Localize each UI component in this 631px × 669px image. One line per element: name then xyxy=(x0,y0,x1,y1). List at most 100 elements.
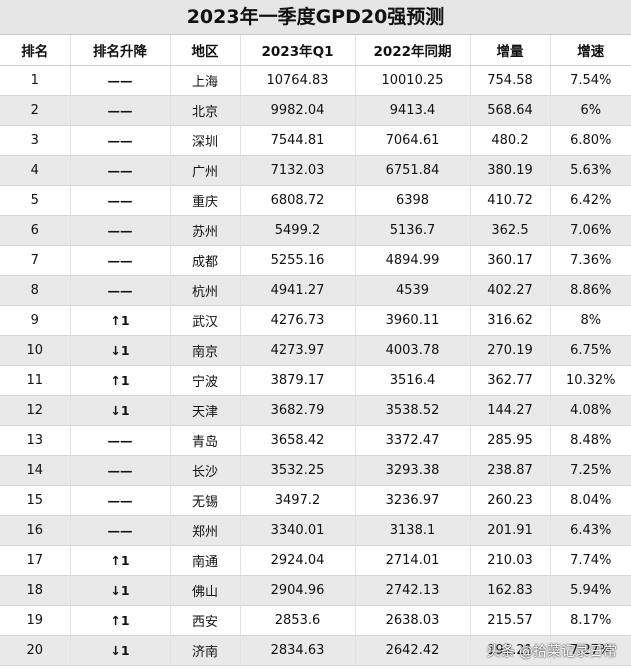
rank-change-cell: —— xyxy=(70,275,171,306)
growth-rate-cell: 6.75% xyxy=(550,335,631,366)
header-rank-change: 排名升降 xyxy=(70,35,171,66)
rank-change-cell: —— xyxy=(70,515,171,546)
q1-2022-cell: 3236.97 xyxy=(355,485,471,516)
q1-2023-cell: 5255.16 xyxy=(240,245,356,276)
region-cell: 无锡 xyxy=(170,485,241,516)
increment-cell: 210.03 xyxy=(470,545,551,576)
increment-cell: 362.77 xyxy=(470,365,551,396)
rank-cell: 17 xyxy=(0,545,71,576)
rank-cell: 16 xyxy=(0,515,71,546)
table-row: 12 ↓1 天津 3682.79 3538.52 144.27 4.08% xyxy=(0,395,631,426)
q1-2023-cell: 7132.03 xyxy=(240,155,356,186)
q1-2023-cell: 10764.83 xyxy=(240,65,356,96)
q1-2023-cell: 3879.17 xyxy=(240,365,356,396)
increment-cell: 362.5 xyxy=(470,215,551,246)
region-cell: 北京 xyxy=(170,95,241,126)
rank-cell: 4 xyxy=(0,155,71,186)
table-row: 15 —— 无锡 3497.2 3236.97 260.23 8.04% xyxy=(0,485,631,516)
increment-cell: 380.19 xyxy=(470,155,551,186)
header-increment: 增量 xyxy=(470,35,551,66)
table-row: 14 —— 长沙 3532.25 3293.38 238.87 7.25% xyxy=(0,455,631,486)
q1-2022-cell: 3372.47 xyxy=(355,425,471,456)
growth-rate-cell: 8.86% xyxy=(550,275,631,306)
q1-2022-cell: 9413.4 xyxy=(355,95,471,126)
region-cell: 杭州 xyxy=(170,275,241,306)
growth-rate-cell: 8.04% xyxy=(550,485,631,516)
increment-cell: 568.64 xyxy=(470,95,551,126)
q1-2022-cell: 3960.11 xyxy=(355,305,471,336)
q1-2023-cell: 3340.01 xyxy=(240,515,356,546)
rank-change-cell: —— xyxy=(70,425,171,456)
table-row: 3 —— 深圳 7544.81 7064.61 480.2 6.80% xyxy=(0,125,631,156)
q1-2023-cell: 3497.2 xyxy=(240,485,356,516)
q1-2022-cell: 3138.1 xyxy=(355,515,471,546)
q1-2022-cell: 2742.13 xyxy=(355,575,471,606)
table-row: 20 ↓1 济南 2834.63 2642.42 192.21 7.27% xyxy=(0,635,631,666)
q1-2023-cell: 9982.04 xyxy=(240,95,356,126)
growth-rate-cell: 6% xyxy=(550,95,631,126)
q1-2023-cell: 7544.81 xyxy=(240,125,356,156)
table-title: 2023年一季度GPD20强预测 xyxy=(0,0,631,35)
rank-change-cell: —— xyxy=(70,485,171,516)
growth-rate-cell: 6.43% xyxy=(550,515,631,546)
q1-2022-cell: 3516.4 xyxy=(355,365,471,396)
region-cell: 南京 xyxy=(170,335,241,366)
rank-change-cell: —— xyxy=(70,455,171,486)
rank-change-cell: ↑1 xyxy=(70,605,171,636)
increment-cell: 480.2 xyxy=(470,125,551,156)
table-row: 2 —— 北京 9982.04 9413.4 568.64 6% xyxy=(0,95,631,126)
rank-cell: 5 xyxy=(0,185,71,216)
region-cell: 郑州 xyxy=(170,515,241,546)
q1-2023-cell: 3682.79 xyxy=(240,395,356,426)
growth-rate-cell: 8.17% xyxy=(550,605,631,636)
table-row: 16 —— 郑州 3340.01 3138.1 201.91 6.43% xyxy=(0,515,631,546)
header-rank: 排名 xyxy=(0,35,71,66)
q1-2022-cell: 3293.38 xyxy=(355,455,471,486)
q1-2023-cell: 5499.2 xyxy=(240,215,356,246)
rank-cell: 18 xyxy=(0,575,71,606)
q1-2022-cell: 10010.25 xyxy=(355,65,471,96)
growth-rate-cell: 7.36% xyxy=(550,245,631,276)
rank-cell: 6 xyxy=(0,215,71,246)
increment-cell: 215.57 xyxy=(470,605,551,636)
rank-cell: 8 xyxy=(0,275,71,306)
growth-rate-cell: 5.63% xyxy=(550,155,631,186)
q1-2022-cell: 4894.99 xyxy=(355,245,471,276)
header-growth-rate: 增速 xyxy=(550,35,631,66)
table-row: 19 ↑1 西安 2853.6 2638.03 215.57 8.17% xyxy=(0,605,631,636)
increment-cell: 260.23 xyxy=(470,485,551,516)
rank-change-cell: —— xyxy=(70,125,171,156)
region-cell: 武汉 xyxy=(170,305,241,336)
rank-change-cell: ↑1 xyxy=(70,545,171,576)
table-row: 10 ↓1 南京 4273.97 4003.78 270.19 6.75% xyxy=(0,335,631,366)
region-cell: 苏州 xyxy=(170,215,241,246)
q1-2022-cell: 2642.42 xyxy=(355,635,471,666)
q1-2023-cell: 4276.73 xyxy=(240,305,356,336)
region-cell: 成都 xyxy=(170,245,241,276)
region-cell: 宁波 xyxy=(170,365,241,396)
rank-cell: 19 xyxy=(0,605,71,636)
rank-cell: 15 xyxy=(0,485,71,516)
rank-change-cell: —— xyxy=(70,65,171,96)
increment-cell: 201.91 xyxy=(470,515,551,546)
table-row: 13 —— 青岛 3658.42 3372.47 285.95 8.48% xyxy=(0,425,631,456)
rank-change-cell: —— xyxy=(70,155,171,186)
rank-change-cell: ↓1 xyxy=(70,635,171,666)
rank-change-cell: —— xyxy=(70,245,171,276)
q1-2022-cell: 6751.84 xyxy=(355,155,471,186)
increment-cell: 270.19 xyxy=(470,335,551,366)
table-row: 18 ↓1 佛山 2904.96 2742.13 162.83 5.94% xyxy=(0,575,631,606)
rank-cell: 11 xyxy=(0,365,71,396)
q1-2023-cell: 6808.72 xyxy=(240,185,356,216)
table-row: 9 ↑1 武汉 4276.73 3960.11 316.62 8% xyxy=(0,305,631,336)
region-cell: 广州 xyxy=(170,155,241,186)
header-2023-q1: 2023年Q1 xyxy=(240,35,356,66)
region-cell: 上海 xyxy=(170,65,241,96)
increment-cell: 144.27 xyxy=(470,395,551,426)
q1-2022-cell: 6398 xyxy=(355,185,471,216)
q1-2023-cell: 3532.25 xyxy=(240,455,356,486)
increment-cell: 410.72 xyxy=(470,185,551,216)
region-cell: 长沙 xyxy=(170,455,241,486)
q1-2022-cell: 3538.52 xyxy=(355,395,471,426)
